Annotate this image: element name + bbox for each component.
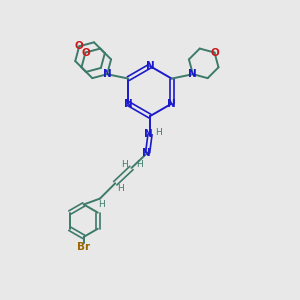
Text: O: O [210,47,219,58]
Text: H: H [122,160,128,169]
Text: Br: Br [77,242,90,252]
Text: N: N [144,129,153,140]
Text: N: N [146,61,154,71]
Text: N: N [103,69,112,79]
Text: N: N [167,99,176,109]
Text: H: H [98,200,105,209]
Text: N: N [124,99,133,109]
Text: N: N [188,69,197,79]
Text: O: O [81,47,90,58]
Text: H: H [155,128,162,137]
Text: H: H [136,160,143,169]
Text: N: N [142,148,151,158]
Text: H: H [117,184,124,193]
Text: O: O [75,41,84,51]
